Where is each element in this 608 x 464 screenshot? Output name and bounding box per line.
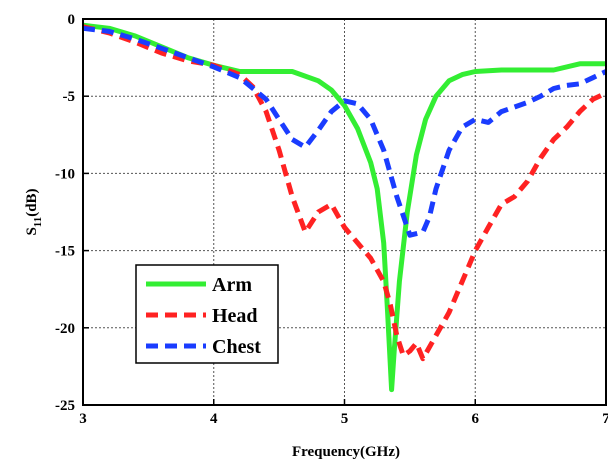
y-axis-title-unit: (dB) <box>24 188 40 216</box>
legend-box <box>135 264 279 364</box>
legend: Arm Head Chest <box>135 264 279 364</box>
series-line-head <box>82 24 608 362</box>
y-axis-title: S11(dB) <box>24 188 44 235</box>
series-line-chest <box>82 25 608 238</box>
x-axis-title: Frequency(GHz) <box>292 444 400 460</box>
x-tick-label: 4 <box>210 411 218 427</box>
y-axis-title-main: S <box>24 227 40 235</box>
x-tick-label: 5 <box>341 411 349 427</box>
y-tick-label: -25 <box>55 398 75 414</box>
legend-label-arm: Arm <box>212 274 252 296</box>
x-tick-label: 3 <box>79 411 87 427</box>
y-tick-label: -5 <box>63 89 76 105</box>
y-axis-title-sub: 11 <box>32 217 44 227</box>
x-tick-label: 7 <box>602 411 608 427</box>
axis-ticks <box>82 18 607 406</box>
x-tick-label: 6 <box>472 411 480 427</box>
y-tick-label: -10 <box>55 166 75 182</box>
y-tick-label: -20 <box>55 321 75 337</box>
y-tick-label: 0 <box>68 12 76 28</box>
y-tick-label: -15 <box>55 244 75 260</box>
legend-label-head: Head <box>212 305 258 327</box>
legend-label-chest: Chest <box>212 336 261 358</box>
series-lines <box>82 22 608 393</box>
tick-labels: 3 4 5 6 7 0 -5 -10 -15 -20 -25 <box>55 12 608 427</box>
